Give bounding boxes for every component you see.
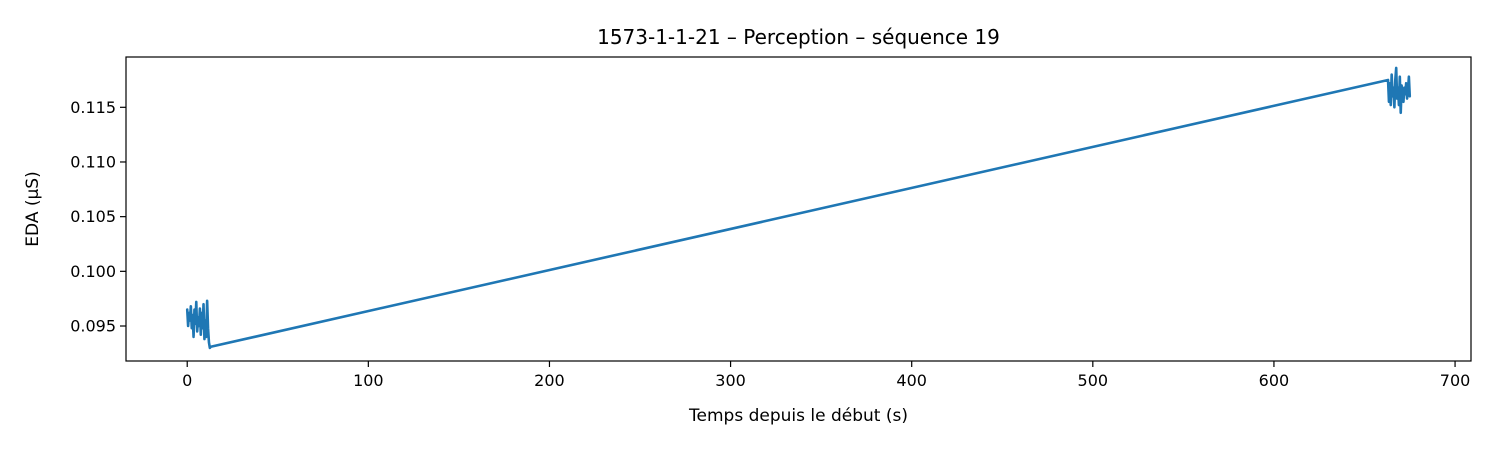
x-tick-label: 600 [1259,371,1290,390]
y-tick-label: 0.110 [70,152,116,171]
y-tick-label: 0.105 [70,207,116,226]
y-tick-label: 0.100 [70,262,116,281]
x-tick-label: 100 [353,371,384,390]
y-tick-label: 0.095 [70,317,116,336]
x-axis-label: Temps depuis le début (s) [688,406,908,426]
x-tick-label: 400 [896,371,927,390]
x-tick-label: 300 [715,371,746,390]
y-tick-label: 0.115 [70,98,116,117]
y-axis-label: EDA (µS) [23,171,43,246]
chart-title: 1573-1-1-21 – Perception – séquence 19 [597,25,1000,49]
ticks-layer: 0 100 200 300 400 500 600 700 0.095 0.100 0.105 0.1… [70,98,1470,390]
series-layer [185,66,1412,350]
x-tick-label: 200 [534,371,565,390]
x-tick-label: 700 [1440,371,1471,390]
plot-frame [125,56,1472,362]
series-line [185,66,1412,350]
x-tick-label: 0 [182,371,192,390]
x-tick-label: 500 [1078,371,1109,390]
